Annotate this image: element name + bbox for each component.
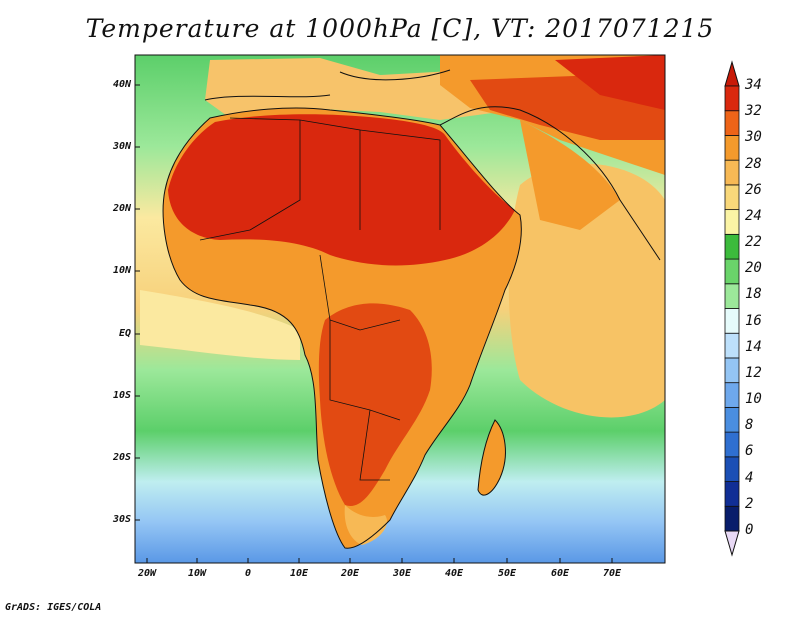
colorbar-segment bbox=[724, 135, 740, 161]
lon-label-10w: 10W bbox=[187, 568, 207, 579]
lat-ticks bbox=[135, 84, 140, 521]
field-layer bbox=[135, 55, 665, 563]
colorbar-segment bbox=[724, 505, 740, 532]
colorbar-label: 28 bbox=[745, 155, 762, 172]
colorbar-over-arrow bbox=[724, 60, 740, 87]
colorbar-segment bbox=[724, 209, 740, 235]
lat-label-30s: 30S bbox=[112, 514, 131, 525]
colorbar-label: 16 bbox=[745, 312, 762, 329]
colorbar-segment bbox=[724, 233, 740, 260]
colorbar-segment bbox=[724, 258, 740, 285]
colorbar-label: 24 bbox=[745, 207, 762, 224]
colorbar-segment bbox=[724, 184, 740, 211]
colorbar-label: 0 bbox=[745, 522, 754, 538]
colorbar-label: 10 bbox=[745, 391, 762, 408]
country-borders bbox=[199, 117, 441, 481]
colorbar-label: 2 bbox=[745, 495, 754, 512]
boundaries bbox=[162, 69, 661, 549]
lon-label-0: 0 bbox=[244, 568, 252, 579]
credit-text: GrADS: IGES/COLA bbox=[5, 602, 102, 613]
southern-africa-hot bbox=[318, 303, 432, 506]
indian-ocean-warm bbox=[508, 163, 665, 418]
colorbar-label: 14 bbox=[745, 338, 762, 355]
iran-hot bbox=[555, 55, 665, 110]
lon-label-20e: 20E bbox=[340, 568, 360, 579]
atlantic-warm-band bbox=[140, 290, 300, 360]
colorbar-label: 32 bbox=[745, 103, 762, 120]
colorbar-segment bbox=[724, 159, 740, 186]
lon-label-40e: 40E bbox=[444, 568, 464, 579]
colorbar-segment bbox=[724, 382, 740, 408]
colorbar-segment bbox=[724, 481, 740, 507]
colorbar-segment bbox=[724, 456, 740, 482]
colorbar-segment bbox=[724, 85, 740, 112]
colorbar bbox=[724, 60, 740, 557]
lon-label-10e: 10E bbox=[289, 568, 309, 579]
arabian-sea-coast bbox=[520, 120, 620, 230]
madagascar-coastline bbox=[477, 419, 506, 496]
sahara-hot bbox=[168, 114, 515, 266]
map-frame bbox=[134, 54, 666, 564]
arabian-coastline bbox=[439, 106, 661, 261]
lon-label-70e: 70E bbox=[602, 568, 622, 579]
colorbar-label: 12 bbox=[745, 364, 762, 381]
colorbar-segment bbox=[724, 431, 740, 458]
lat-label-eq: EQ bbox=[118, 328, 131, 339]
colorbar-segment bbox=[724, 283, 740, 309]
colorbar-label: 26 bbox=[745, 181, 762, 198]
lon-ticks bbox=[146, 558, 613, 563]
colorbar-label: 34 bbox=[745, 77, 762, 93]
lat-label-30n: 30N bbox=[112, 141, 131, 152]
lon-label-20w: 20W bbox=[137, 568, 157, 579]
colorbar-segment bbox=[724, 332, 740, 359]
colorbar-label: 18 bbox=[745, 286, 762, 303]
africa-coastline bbox=[162, 107, 522, 549]
lon-label-30e: 30E bbox=[392, 568, 412, 579]
lat-label-10n: 10N bbox=[112, 265, 131, 276]
lon-label-60e: 60E bbox=[550, 568, 570, 579]
colorbar-label: 20 bbox=[745, 260, 762, 277]
lat-label-20n: 20N bbox=[112, 203, 131, 214]
lat-label-20s: 20S bbox=[112, 452, 131, 463]
lat-label-10s: 10S bbox=[112, 390, 131, 401]
lat-label-40n: 40N bbox=[112, 79, 131, 90]
colorbar-label: 8 bbox=[745, 417, 754, 434]
colorbar-segment bbox=[724, 406, 740, 433]
colorbar-under-arrow bbox=[724, 530, 740, 557]
colorbar-label: 22 bbox=[745, 234, 762, 251]
map-title: Temperature at 1000hPa [C], VT: 20170712… bbox=[85, 14, 715, 43]
colorbar-label: 6 bbox=[745, 443, 754, 460]
colorbar-label: 30 bbox=[745, 129, 762, 146]
madagascar bbox=[478, 420, 506, 496]
lon-label-50e: 50E bbox=[497, 568, 517, 579]
mediterranean-coastline bbox=[204, 69, 451, 101]
colorbar-label: 4 bbox=[745, 469, 754, 486]
colorbar-segment bbox=[724, 357, 740, 384]
colorbar-segment bbox=[724, 308, 740, 334]
colorbar-segment bbox=[724, 110, 740, 136]
cape-region bbox=[344, 505, 388, 545]
